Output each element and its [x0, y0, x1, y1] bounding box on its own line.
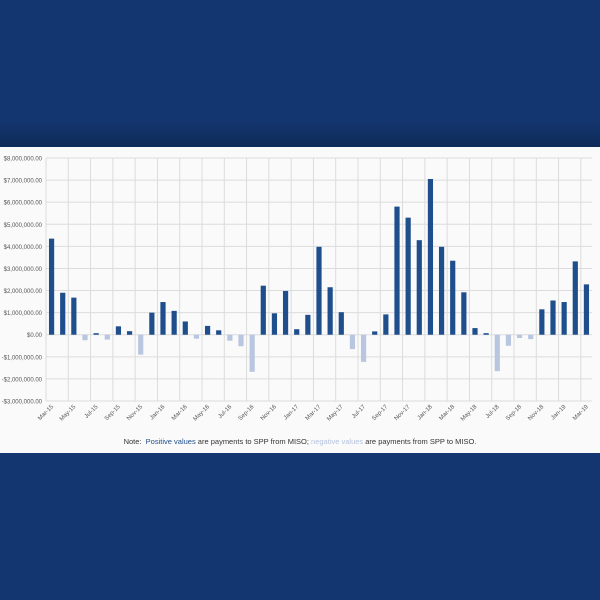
bar	[305, 314, 311, 335]
bar	[282, 290, 289, 335]
bar	[115, 326, 122, 335]
y-tick-label: $3,000,000.00	[4, 267, 43, 273]
bar	[349, 334, 356, 350]
note-prefix: Note:	[123, 437, 142, 446]
bar	[271, 313, 278, 335]
bar	[327, 287, 333, 335]
bar	[383, 314, 389, 335]
y-tick-label: $7,000,000.00	[4, 179, 43, 185]
bar	[71, 297, 77, 335]
x-tick-label: Nov-16	[260, 404, 278, 422]
x-tick-label: Jan-16	[149, 404, 167, 422]
bar	[93, 333, 99, 335]
bar	[294, 329, 300, 335]
x-tick-label: Jan-17	[283, 404, 301, 422]
bar	[550, 300, 556, 335]
bar	[204, 325, 211, 335]
y-tick-label: $4,000,000.00	[4, 245, 43, 251]
bar	[149, 312, 155, 335]
x-tick-label: Mar-19	[572, 404, 590, 422]
bar	[483, 333, 489, 335]
y-tick-label: -$2,000,000.00	[2, 377, 43, 383]
x-tick-label: Jul-17	[351, 404, 367, 420]
bar	[450, 260, 456, 335]
bar	[461, 292, 467, 335]
bar	[249, 334, 255, 372]
bar	[338, 312, 344, 335]
bar	[60, 292, 66, 335]
y-tick-label: -$3,000,000.00	[2, 400, 43, 406]
bar	[126, 331, 133, 335]
x-tick-label: Nov-15	[126, 404, 144, 422]
y-tick-label: $6,000,000.00	[4, 201, 43, 207]
y-tick-label: -$1,000,000.00	[2, 355, 43, 361]
bar	[438, 246, 445, 335]
bar	[227, 334, 233, 341]
chart-panel	[0, 147, 600, 453]
x-tick-label: Jan-19	[550, 404, 568, 422]
bar	[48, 238, 55, 335]
bar	[561, 302, 567, 335]
y-tick-label: $5,000,000.00	[4, 223, 43, 229]
bar	[516, 334, 523, 339]
bar	[494, 334, 500, 372]
x-tick-label: May-15	[59, 404, 78, 423]
x-tick-label: Sep-16	[238, 404, 256, 422]
bar	[528, 334, 534, 340]
bar	[260, 285, 266, 335]
bar	[505, 334, 512, 346]
note-positive: Positive values	[145, 437, 196, 446]
note-middle: are payments to SPP from MISO;	[197, 437, 309, 446]
bar	[82, 334, 88, 341]
x-tick-label: Jul-18	[485, 404, 501, 420]
bar	[360, 334, 367, 362]
bar	[416, 240, 422, 335]
bar	[182, 321, 188, 335]
x-tick-label: Nov-18	[527, 404, 545, 422]
bar	[138, 334, 144, 355]
x-tick-label: Jul-16	[217, 404, 233, 420]
x-tick-label: May-17	[326, 404, 345, 423]
y-tick-label: $8,000,000.00	[4, 157, 43, 163]
bar	[427, 178, 434, 335]
y-tick-label: $1,000,000.00	[4, 311, 43, 317]
x-tick-label: May-18	[460, 404, 479, 423]
bar	[316, 246, 322, 335]
bar	[372, 331, 378, 335]
x-tick-label: Nov-17	[394, 404, 412, 422]
y-tick-label: $2,000,000.00	[4, 289, 43, 295]
bar	[405, 217, 411, 335]
x-tick-label: Sep-18	[505, 404, 523, 422]
x-tick-label: Jul-15	[84, 404, 100, 420]
bar	[193, 334, 200, 339]
background-shade	[0, 120, 600, 147]
x-tick-label: Jan-18	[417, 404, 435, 422]
x-tick-label: Mar-18	[438, 404, 456, 422]
x-tick-label: Mar-16	[171, 404, 189, 422]
bar	[472, 328, 478, 335]
bar	[104, 334, 110, 340]
bar	[539, 309, 545, 335]
x-tick-label: Sep-17	[371, 404, 389, 422]
bar	[171, 310, 177, 335]
bar	[394, 206, 400, 335]
chart-note: Note: Positive values are payments to SP…	[0, 437, 600, 446]
x-tick-label: Mar-17	[305, 404, 323, 422]
x-tick-label: Mar-15	[37, 404, 55, 422]
note-suffix: are payments from SPP to MISO.	[365, 437, 477, 446]
bar	[216, 330, 222, 335]
x-tick-label: Sep-15	[104, 404, 122, 422]
x-tick-label: May-16	[193, 404, 212, 423]
y-tick-label: $0.00	[27, 333, 43, 339]
bar	[160, 302, 166, 335]
bar	[583, 284, 590, 335]
bar	[572, 261, 578, 335]
note-negative: negative values	[311, 437, 364, 446]
bar	[238, 334, 244, 347]
